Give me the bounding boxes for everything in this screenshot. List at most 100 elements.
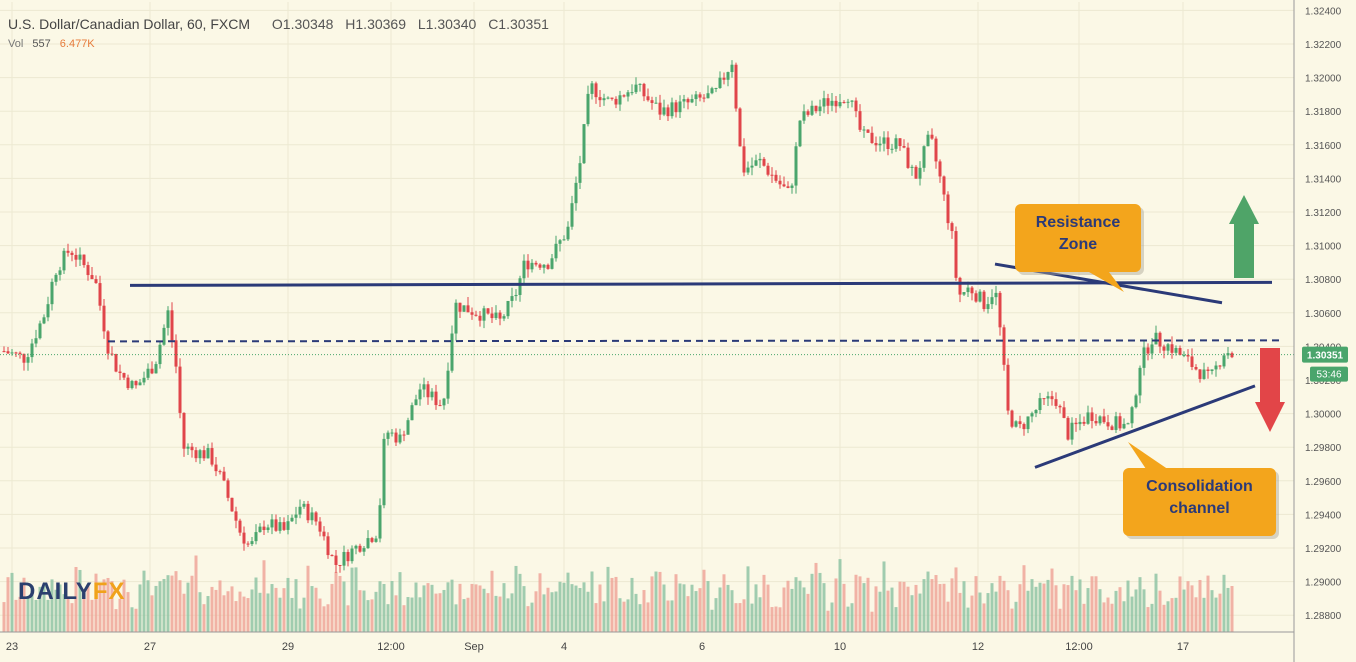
volume-bar — [734, 603, 738, 632]
candle-body — [854, 100, 858, 112]
volume-bar — [194, 555, 198, 632]
candle-body — [778, 180, 782, 185]
candle-body — [1074, 422, 1078, 425]
candle-body — [170, 310, 174, 341]
y-tick-label: 1.32000 — [1305, 74, 1342, 85]
candle-body — [754, 160, 758, 166]
candle-body — [686, 99, 690, 103]
volume-bar — [442, 589, 446, 632]
volume-bar — [834, 578, 838, 632]
candle-body — [50, 281, 54, 305]
candle-body — [82, 254, 86, 266]
candle-body — [1014, 421, 1018, 427]
volume-bar — [786, 580, 790, 632]
symbol-title[interactable]: U.S. Dollar/Canadian Dollar, 60, FXCM — [8, 16, 250, 32]
candle-body — [494, 312, 498, 319]
volume-bar — [842, 583, 846, 632]
volume-bar — [634, 593, 638, 632]
candle-body — [502, 316, 506, 319]
volume-bar — [1030, 579, 1034, 632]
volume-bar — [778, 607, 782, 632]
volume-bar — [1070, 575, 1074, 632]
y-tick-label: 1.31600 — [1305, 141, 1342, 152]
candle-body — [318, 521, 322, 532]
y-tick-label: 1.32200 — [1305, 40, 1342, 51]
candle-body — [1002, 327, 1006, 365]
volume-bar — [958, 592, 962, 632]
candle-body — [1182, 354, 1186, 356]
volume-bar — [334, 571, 338, 632]
volume-bar — [166, 575, 170, 632]
candle-body — [538, 264, 542, 268]
candle-body — [122, 373, 126, 378]
candle-body — [906, 147, 910, 168]
candle-body — [90, 275, 94, 280]
volume-bar — [314, 587, 318, 632]
candle-body — [986, 304, 990, 310]
volume-bar — [362, 590, 366, 632]
candle-body — [654, 102, 658, 104]
candle-body — [1006, 364, 1010, 411]
volume-bar — [462, 599, 466, 632]
volume-bar — [206, 596, 210, 632]
volume-bar — [970, 595, 974, 632]
volume-bar — [558, 581, 562, 632]
volume-bar — [310, 586, 314, 632]
volume-bar — [586, 591, 590, 632]
candle-body — [1018, 421, 1022, 425]
volume-bar — [510, 593, 514, 632]
candle-body — [678, 101, 682, 113]
consolidation-callout-label: channel — [1169, 500, 1229, 517]
candle-body — [742, 146, 746, 173]
volume-bar — [986, 593, 990, 632]
candle-body — [422, 384, 426, 390]
candle-body — [526, 260, 530, 270]
candle-body — [1138, 367, 1142, 396]
volume-bar — [258, 592, 262, 632]
candle-body — [786, 186, 790, 188]
logo-part-daily: DAILY — [18, 578, 93, 605]
candle-body — [1198, 369, 1202, 379]
volume-bar — [702, 569, 706, 632]
volume-bar — [222, 595, 226, 632]
candle-body — [54, 274, 58, 282]
volume-bar — [1202, 597, 1206, 632]
volume-bar — [1098, 589, 1102, 632]
candle-body — [574, 182, 578, 204]
candle-body — [878, 143, 882, 146]
volume-bar — [82, 591, 86, 632]
candle-body — [850, 100, 854, 102]
candle-body — [1210, 369, 1214, 371]
volume-bar — [342, 581, 346, 632]
volume-bar — [238, 591, 242, 632]
volume-bar — [790, 588, 794, 632]
volume-bar — [434, 593, 438, 632]
candle-body — [646, 96, 650, 101]
candle-body — [258, 526, 262, 533]
candle-body — [522, 260, 526, 279]
candle-body — [1166, 344, 1170, 351]
resistance-callout-label: Zone — [1059, 236, 1097, 253]
volume-bar — [102, 579, 106, 632]
candle-body — [698, 94, 702, 98]
candle-body — [1010, 410, 1014, 427]
volume-bar — [406, 597, 410, 632]
consolidation-callout-box — [1123, 468, 1276, 536]
volume-label[interactable]: Vol — [8, 38, 24, 50]
y-tick-label: 1.30000 — [1305, 410, 1342, 421]
dashed-level-line — [107, 339, 1283, 343]
volume-bar — [1230, 585, 1234, 632]
volume-bar — [1142, 589, 1146, 632]
candle-body — [26, 357, 30, 363]
candle-body — [870, 132, 874, 144]
candle-body — [1158, 332, 1162, 347]
volume-bar — [614, 576, 618, 632]
candle-body — [994, 292, 998, 298]
volume-bar — [318, 598, 322, 632]
candle-body — [182, 412, 186, 449]
volume-value: 557 — [32, 38, 51, 50]
candle-body — [898, 138, 902, 147]
volume-bar — [186, 582, 190, 632]
candle-body — [530, 262, 534, 270]
